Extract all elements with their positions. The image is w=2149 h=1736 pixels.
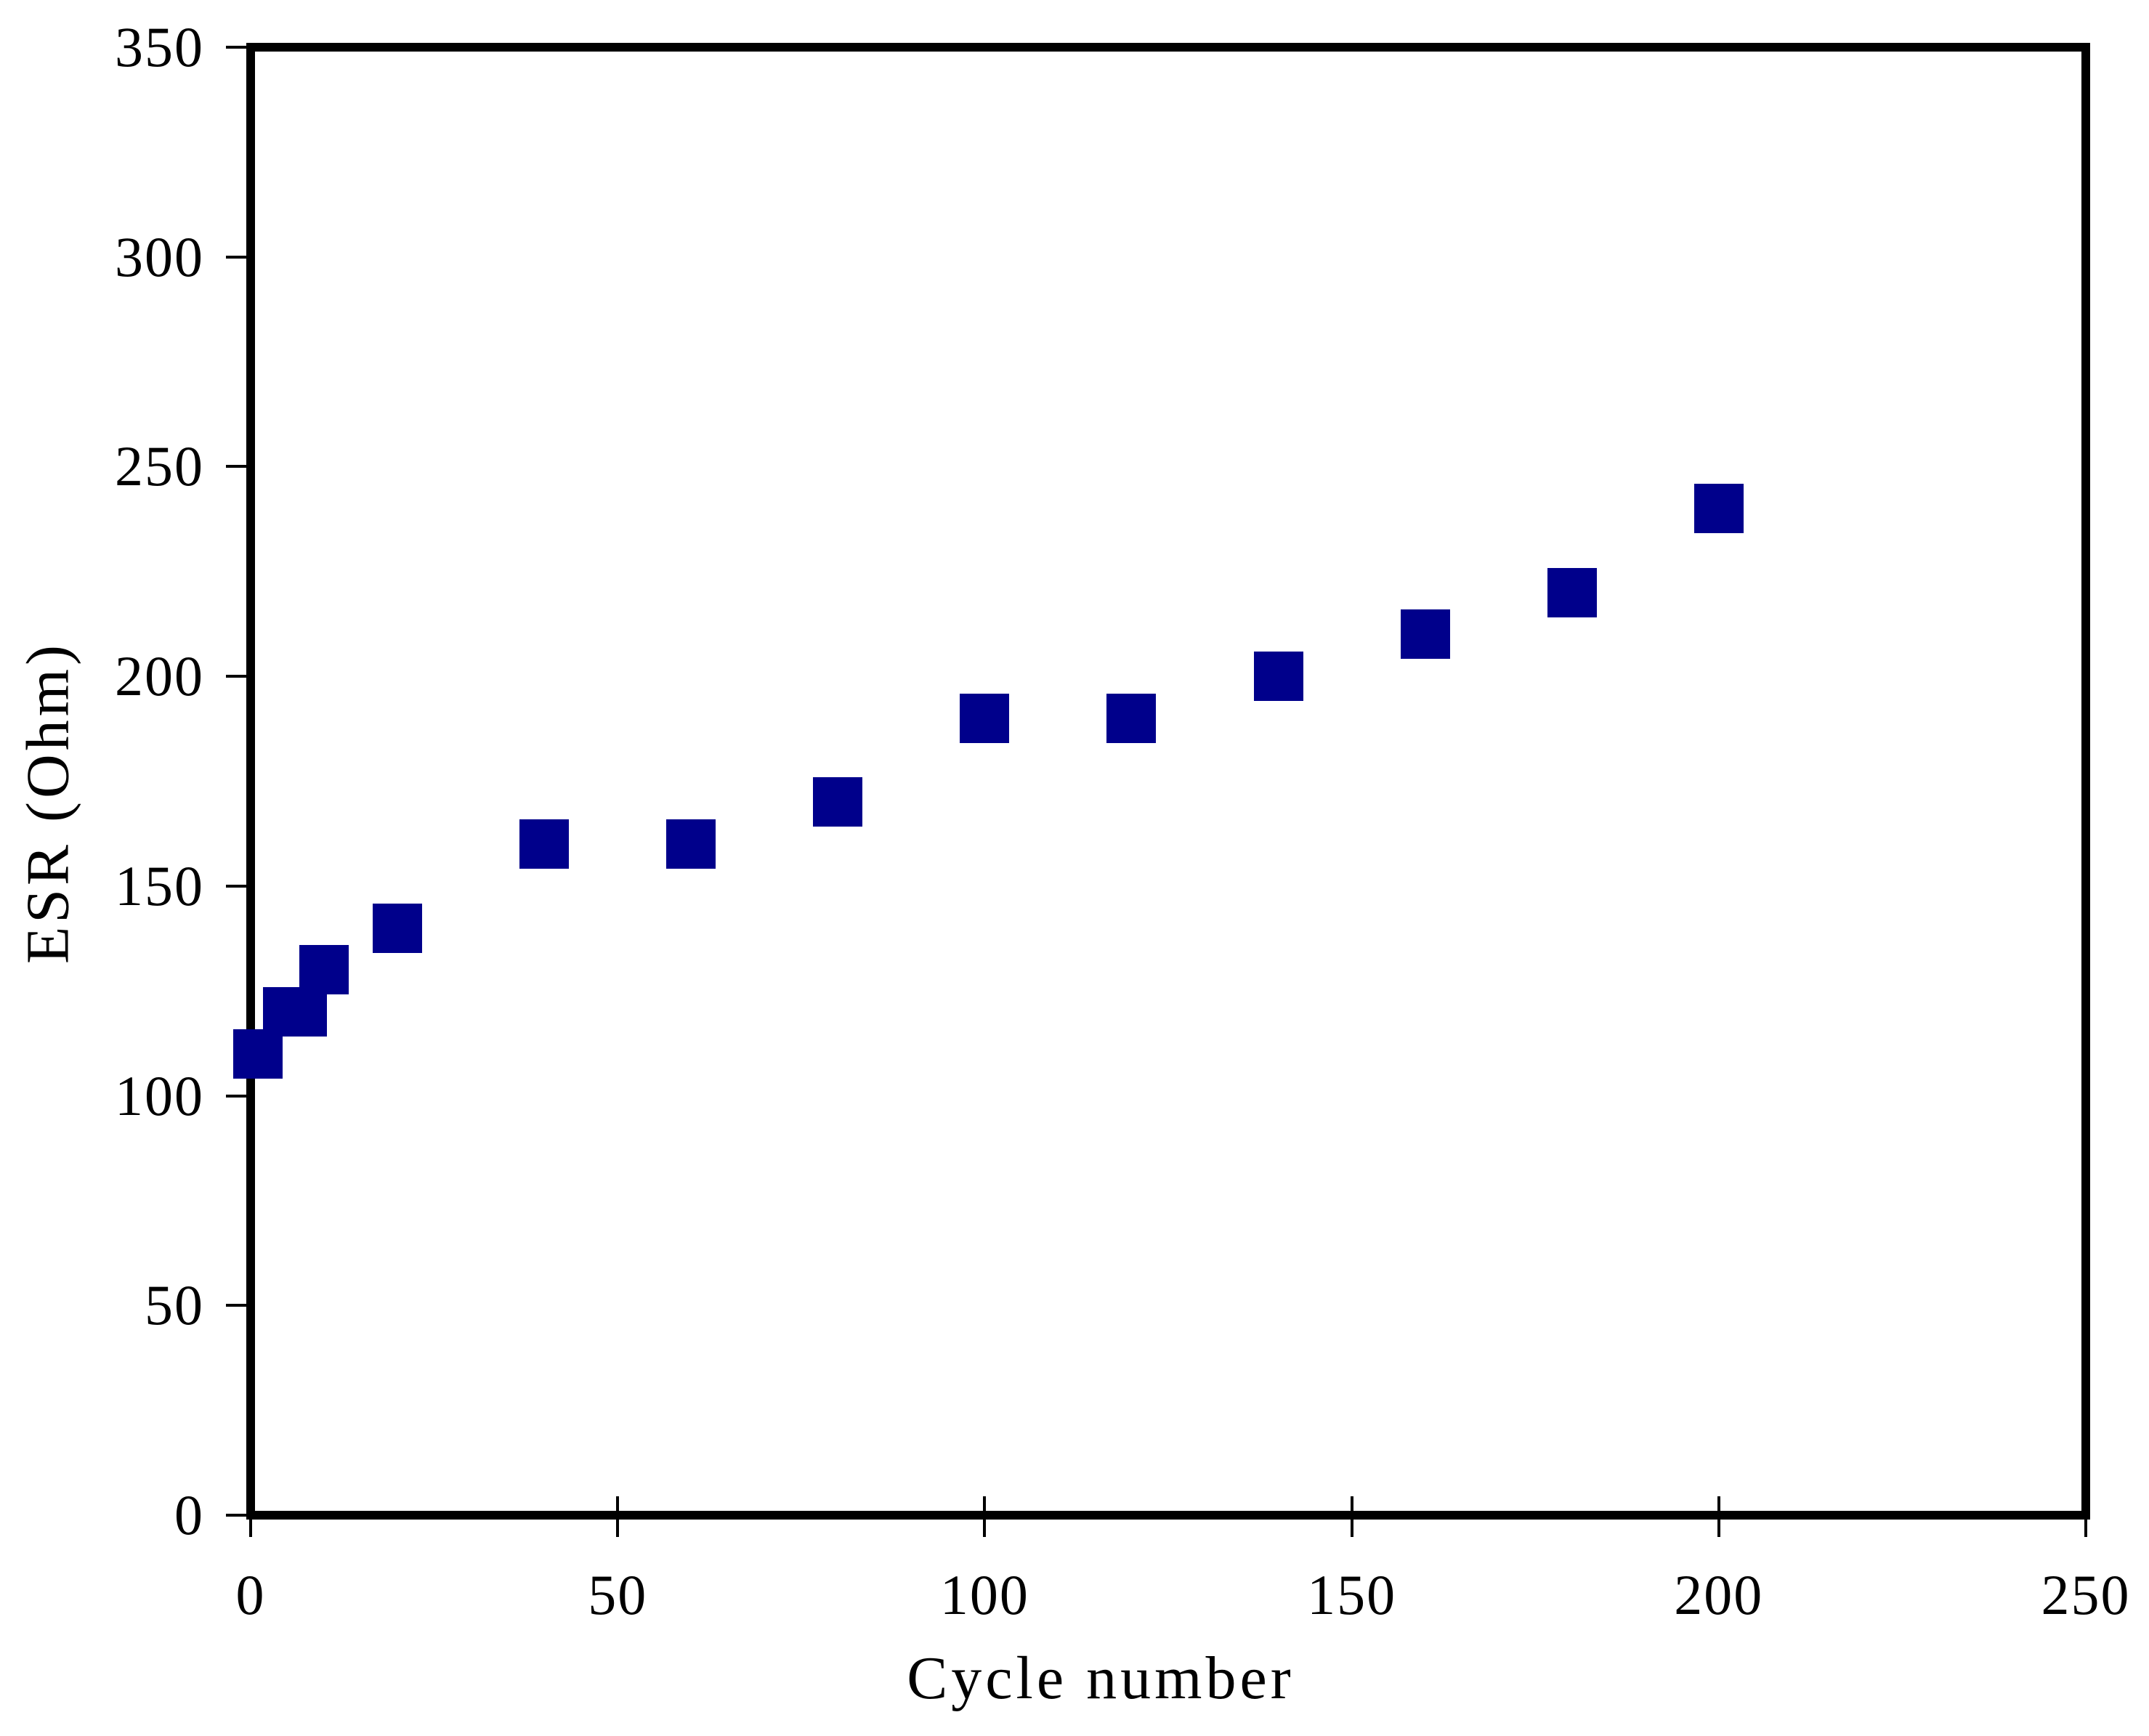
data-point	[1253, 652, 1303, 702]
data-point	[519, 819, 570, 869]
data-point	[1106, 693, 1157, 743]
y-tick-label: 200	[115, 644, 204, 708]
x-tick-label: 100	[939, 1563, 1029, 1626]
x-axis-tick	[249, 1496, 252, 1537]
data-point	[233, 1029, 283, 1079]
y-tick-label: 50	[145, 1273, 204, 1337]
x-axis-tick	[2084, 1496, 2087, 1537]
y-tick-label: 300	[115, 224, 204, 288]
y-tick-label: 100	[115, 1063, 204, 1127]
y-axis-tick	[226, 1304, 246, 1307]
data-point	[1400, 609, 1450, 660]
y-tick-label: 350	[115, 15, 204, 78]
y-axis-tick	[226, 46, 246, 49]
data-point	[666, 819, 716, 869]
y-axis-tick	[226, 255, 246, 259]
data-point	[1547, 567, 1597, 617]
y-axis-tick	[226, 1094, 246, 1098]
data-point	[373, 903, 423, 953]
data-point	[960, 693, 1010, 743]
y-axis-tick	[226, 884, 246, 888]
x-tick-label: 150	[1307, 1563, 1397, 1626]
x-axis-tick	[1350, 1496, 1353, 1537]
x-tick-label: 200	[1674, 1563, 1764, 1626]
x-axis-tick	[1717, 1496, 1720, 1537]
y-axis-tick	[226, 465, 246, 469]
plot-frame	[246, 43, 2090, 1520]
y-axis-title: ESR (Ohm)	[14, 641, 82, 964]
data-point	[299, 945, 349, 995]
y-axis-tick	[226, 1514, 246, 1517]
data-point	[277, 987, 327, 1037]
y-tick-label: 250	[115, 434, 204, 498]
x-axis-tick	[983, 1496, 987, 1537]
data-point	[813, 777, 863, 827]
y-axis-tick	[226, 675, 246, 678]
x-axis-title: Cycle number	[907, 1644, 1295, 1712]
y-tick-label: 0	[174, 1483, 204, 1546]
x-tick-label: 0	[235, 1563, 266, 1626]
x-tick-label: 250	[2041, 1563, 2131, 1626]
data-point	[1693, 484, 1744, 534]
y-tick-label: 150	[115, 853, 204, 917]
x-axis-tick	[616, 1496, 620, 1537]
x-tick-label: 50	[588, 1563, 648, 1626]
